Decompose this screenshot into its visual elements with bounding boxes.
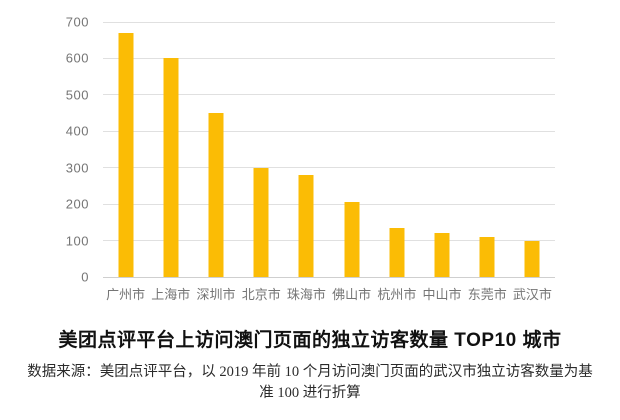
y-axis: 0 100 200 300 400 500 600 700 — [0, 15, 95, 285]
x-tick-label: 东莞市 — [467, 287, 507, 302]
x-axis: 广州市 上海市 深圳市 北京市 珠海市 佛山市 杭州市 中山市 东莞市 武汉市 — [103, 284, 555, 303]
x-axis-baseline — [103, 276, 555, 278]
chart-title: 美团点评平台上访问澳门页面的独立访客数量 TOP10 城市 — [58, 330, 562, 351]
source-note: 数据来源：美团点评平台，以 2019 年前 10 个月访问澳门页面的武汉市独立访… — [10, 362, 610, 404]
plot-area — [103, 21, 555, 278]
y-tick-label: 600 — [65, 50, 89, 66]
x-tick-label: 杭州市 — [377, 287, 417, 302]
gridline — [103, 94, 555, 96]
x-tick-label: 广州市 — [106, 287, 146, 302]
bar — [298, 175, 314, 277]
gridline — [103, 21, 555, 23]
bar — [253, 167, 269, 277]
x-tick-label: 中山市 — [422, 287, 462, 302]
y-tick-label: 500 — [65, 87, 89, 103]
bar — [344, 202, 360, 277]
source-note-line2: 准 100 进行折算 — [259, 385, 361, 401]
bar-chart: 0 100 200 300 400 500 600 700 广州市 上海市 深圳市 北京市 珠海市 佛山… — [0, 15, 555, 303]
bar — [208, 113, 224, 277]
bar — [524, 240, 540, 277]
y-tick-label: 300 — [65, 160, 89, 176]
gridline — [103, 167, 555, 169]
y-tick-label: 400 — [65, 123, 89, 139]
source-note-line1: 数据来源：美团点评平台，以 2019 年前 10 个月访问澳门页面的武汉市独立访… — [27, 364, 593, 380]
x-tick-label: 上海市 — [151, 287, 191, 302]
gridline — [103, 203, 555, 205]
y-tick-label: 0 — [81, 269, 89, 285]
bar — [118, 32, 134, 277]
bar — [163, 58, 179, 277]
gridline — [103, 57, 555, 59]
bar — [389, 227, 405, 277]
x-tick-label: 深圳市 — [196, 287, 236, 302]
x-tick-label: 佛山市 — [332, 287, 372, 302]
x-tick-label: 北京市 — [241, 287, 281, 302]
x-tick-label: 珠海市 — [286, 287, 326, 302]
gridline — [103, 130, 555, 132]
bar — [479, 236, 495, 277]
x-tick-label: 武汉市 — [512, 287, 552, 302]
y-tick-label: 700 — [65, 14, 89, 30]
bar — [434, 233, 450, 277]
y-tick-label: 200 — [65, 196, 89, 212]
gridline — [103, 240, 555, 242]
y-tick-label: 100 — [65, 233, 89, 249]
